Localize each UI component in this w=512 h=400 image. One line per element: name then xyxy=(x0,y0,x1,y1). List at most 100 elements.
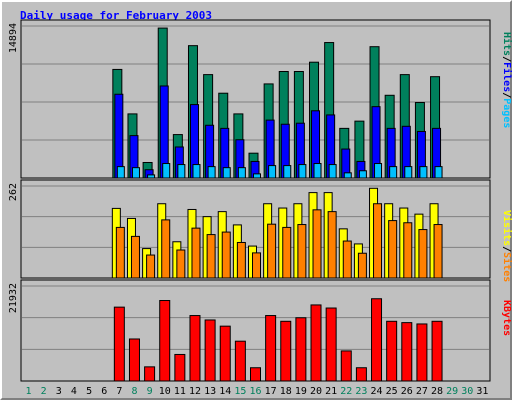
day-label: 26 xyxy=(401,386,413,397)
bar-sites-day-11 xyxy=(176,249,186,279)
bar-pages-day-25 xyxy=(389,166,398,179)
bar-sites-day-22 xyxy=(342,240,352,279)
bar-sites-day-9 xyxy=(146,254,156,279)
bar-sites-day-28 xyxy=(433,224,443,279)
bar-kbytes-day-26 xyxy=(401,322,413,382)
bar-pages-day-18 xyxy=(283,165,292,179)
day-label: 7 xyxy=(116,386,122,397)
bar-sites-day-27 xyxy=(418,229,428,279)
legend-hits-files-pages: Hits/Files/Pages xyxy=(501,32,512,128)
day-label: 6 xyxy=(101,386,107,397)
day-label: 27 xyxy=(416,386,428,397)
bar-sites-day-26 xyxy=(403,222,413,279)
bar-pages-day-26 xyxy=(404,166,413,179)
max-label-visits-sites: 262 xyxy=(8,183,19,201)
bar-pages-day-14 xyxy=(222,167,231,179)
bar-sites-day-18 xyxy=(282,226,292,279)
bar-sites-day-13 xyxy=(206,234,216,279)
day-label: 12 xyxy=(189,386,201,397)
max-label-hits-files-pages: 14894 xyxy=(8,23,19,53)
bar-kbytes-day-11 xyxy=(174,353,186,382)
bar-sites-day-10 xyxy=(161,219,171,279)
bar-kbytes-day-22 xyxy=(340,350,352,382)
day-label: 25 xyxy=(386,386,398,397)
day-label: 28 xyxy=(431,386,443,397)
bar-kbytes-day-9 xyxy=(144,366,156,382)
legend-item: Hits xyxy=(501,32,512,56)
bar-kbytes-day-10 xyxy=(159,300,171,382)
bar-kbytes-day-27 xyxy=(416,323,428,382)
day-label: 13 xyxy=(204,386,216,397)
legend-item: / xyxy=(501,92,512,98)
bar-sites-day-23 xyxy=(357,252,367,279)
bar-pages-day-20 xyxy=(313,163,322,179)
day-label: 14 xyxy=(219,386,231,397)
bar-kbytes-day-21 xyxy=(325,307,337,382)
bar-sites-day-24 xyxy=(373,203,383,279)
legend-item: Pages xyxy=(501,98,512,128)
day-label: 23 xyxy=(355,386,367,397)
panel-hits-files-pages xyxy=(20,19,491,179)
day-label: 16 xyxy=(249,386,261,397)
day-label: 29 xyxy=(446,386,458,397)
bar-sites-day-19 xyxy=(297,224,307,279)
bar-pages-day-27 xyxy=(419,166,428,179)
bar-kbytes-day-17 xyxy=(265,315,277,382)
bar-sites-day-16 xyxy=(252,252,261,279)
bar-pages-day-21 xyxy=(328,164,337,179)
bar-kbytes-day-20 xyxy=(310,304,322,382)
bar-pages-day-22 xyxy=(343,172,352,179)
bar-kbytes-day-12 xyxy=(189,315,201,382)
day-label: 5 xyxy=(86,386,92,397)
bar-pages-day-15 xyxy=(237,167,246,179)
legend-item: / xyxy=(501,246,512,252)
bar-sites-day-15 xyxy=(236,241,246,279)
bar-kbytes-day-8 xyxy=(128,338,140,382)
day-label: 1 xyxy=(26,386,32,397)
bar-kbytes-day-28 xyxy=(431,320,443,382)
day-label: 24 xyxy=(371,386,383,397)
bar-kbytes-day-23 xyxy=(355,367,367,382)
bar-pages-day-10 xyxy=(162,163,171,179)
bar-sites-day-17 xyxy=(267,223,277,279)
day-label: 22 xyxy=(340,386,352,397)
legend-item: / xyxy=(501,56,512,62)
day-label: 18 xyxy=(280,386,292,397)
bar-kbytes-day-7 xyxy=(113,306,125,382)
bar-sites-day-20 xyxy=(312,209,322,279)
day-label: 11 xyxy=(174,386,186,397)
bar-kbytes-day-24 xyxy=(371,298,383,382)
day-label: 19 xyxy=(295,386,307,397)
day-label: 15 xyxy=(234,386,246,397)
day-label: 2 xyxy=(41,386,47,397)
day-label: 21 xyxy=(325,386,337,397)
day-label: 31 xyxy=(476,386,488,397)
day-label: 17 xyxy=(265,386,277,397)
day-label: 3 xyxy=(56,386,62,397)
bar-sites-day-8 xyxy=(130,235,140,279)
bar-kbytes-day-19 xyxy=(295,317,307,382)
bar-pages-day-11 xyxy=(177,164,186,179)
chart-title: Daily usage for February 2003 xyxy=(20,9,212,22)
bar-files-day-7 xyxy=(114,93,124,179)
bar-pages-day-28 xyxy=(434,166,443,179)
legend-item: Visits xyxy=(501,210,512,246)
bar-pages-day-24 xyxy=(374,163,383,179)
bar-sites-day-14 xyxy=(221,231,231,279)
day-label: 20 xyxy=(310,386,322,397)
bar-sites-day-21 xyxy=(327,211,337,279)
legend-kbytes: KBytes xyxy=(501,300,512,336)
legend-item: KBytes xyxy=(501,300,512,336)
bar-kbytes-day-13 xyxy=(204,319,216,382)
bar-kbytes-day-14 xyxy=(219,325,231,382)
bar-pages-day-13 xyxy=(207,166,216,179)
bar-kbytes-day-15 xyxy=(234,340,246,382)
bar-pages-day-12 xyxy=(192,164,201,179)
max-label-kbytes: 21932 xyxy=(8,283,19,313)
bar-kbytes-day-18 xyxy=(280,320,292,382)
legend-item: Files xyxy=(501,62,512,92)
bar-sites-day-12 xyxy=(191,227,201,279)
bar-pages-day-8 xyxy=(131,167,140,179)
day-label: 4 xyxy=(71,386,77,397)
